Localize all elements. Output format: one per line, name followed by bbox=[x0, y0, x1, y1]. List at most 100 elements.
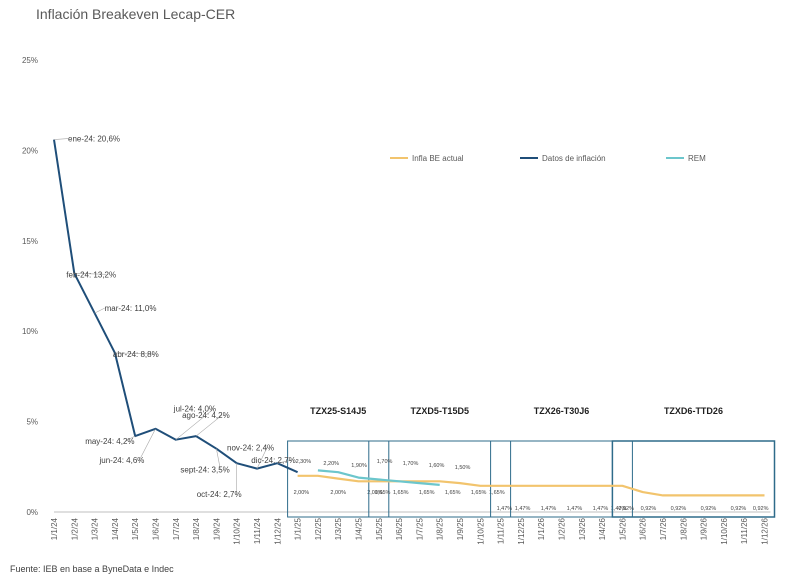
x-tick-label: 1/3/24 bbox=[91, 517, 100, 540]
x-tick-label: 1/5/26 bbox=[618, 517, 627, 540]
x-tick-label: 1/11/25 bbox=[497, 517, 506, 544]
rem-value-label: 1,70% bbox=[377, 459, 393, 465]
y-tick-label: 20% bbox=[22, 146, 38, 155]
x-tick-label: 1/1/24 bbox=[50, 517, 59, 540]
rem-value-label: 1,50% bbox=[455, 465, 471, 471]
x-tick-label: 1/12/26 bbox=[761, 517, 770, 544]
tenor-box-label: TZXD6-TTD26 bbox=[664, 406, 723, 416]
legend-label: Infla BE actual bbox=[412, 154, 464, 163]
annotation-label: oct-24: 2,7% bbox=[197, 490, 242, 499]
breakeven-value-label: 0,92% bbox=[701, 506, 717, 512]
tenor-box-label: TZXD5-T15D5 bbox=[410, 406, 469, 416]
x-tick-label: 1/8/26 bbox=[679, 517, 688, 540]
breakeven-value-label: 1,47% bbox=[567, 506, 583, 512]
annotation-label: ago-24: 4,2% bbox=[182, 411, 230, 420]
x-tick-label: 1/11/24 bbox=[253, 517, 262, 544]
x-tick-label: 1/2/25 bbox=[314, 517, 323, 540]
annotation-leader bbox=[74, 273, 107, 275]
x-tick-label: 1/12/24 bbox=[273, 517, 282, 544]
x-tick-label: 1/1/26 bbox=[537, 517, 546, 540]
y-tick-label: 0% bbox=[26, 508, 38, 517]
rem-value-label: 2,20% bbox=[323, 461, 339, 467]
y-tick-label: 25% bbox=[22, 56, 38, 65]
tenor-box-label: TZX25-S14J5 bbox=[310, 406, 366, 416]
tenor-box-label: TZX26-T30J6 bbox=[534, 406, 590, 416]
x-tick-label: 1/9/26 bbox=[700, 517, 709, 540]
x-tick-label: 1/11/26 bbox=[740, 517, 749, 544]
x-tick-label: 1/7/24 bbox=[172, 517, 181, 540]
x-tick-label: 1/7/25 bbox=[415, 517, 424, 540]
tenor-box bbox=[611, 440, 776, 518]
annotation-label: may-24: 4,2% bbox=[85, 437, 134, 446]
x-tick-label: 1/12/25 bbox=[517, 517, 526, 544]
chart-title: Inflación Breakeven Lecap-CER bbox=[36, 6, 236, 22]
breakeven-value-label: 2,00% bbox=[367, 490, 383, 496]
annotation-label: abr-24: 8,8% bbox=[113, 350, 159, 359]
x-tick-label: 1/5/25 bbox=[375, 517, 384, 540]
breakeven-value-label: 1,65% bbox=[419, 490, 435, 496]
series-line bbox=[53, 139, 299, 474]
x-tick-label: 1/8/25 bbox=[436, 517, 445, 540]
breakeven-value-label: 1,65% bbox=[471, 490, 487, 496]
tenor-box bbox=[368, 440, 512, 518]
breakeven-value-label: 2,00% bbox=[294, 490, 310, 496]
annotation-leader bbox=[175, 408, 214, 440]
x-tick-label: 1/9/25 bbox=[456, 517, 465, 540]
x-tick-label: 1/9/24 bbox=[212, 517, 221, 540]
x-tick-label: 1/6/25 bbox=[395, 517, 404, 540]
annotation-leader bbox=[139, 428, 156, 460]
series-line bbox=[297, 474, 765, 497]
annotation-label: jun-24: 4,6% bbox=[99, 456, 145, 465]
annotation-leader bbox=[114, 352, 153, 355]
x-tick-label: 1/6/26 bbox=[639, 517, 648, 540]
annotation-leader bbox=[94, 307, 105, 314]
breakeven-value-label: 0,92% bbox=[671, 506, 687, 512]
tenor-box bbox=[490, 440, 633, 518]
y-tick-label: 15% bbox=[22, 237, 38, 246]
annotation-leader bbox=[216, 448, 221, 470]
annotation-label: jul-24: 4,0% bbox=[173, 405, 216, 414]
breakeven-value-label: 1,47% bbox=[515, 506, 531, 512]
annotation-label: nov-24: 2,4% bbox=[227, 444, 274, 453]
x-tick-label: 1/2/26 bbox=[558, 517, 567, 540]
y-tick-label: 10% bbox=[22, 327, 38, 336]
breakeven-value-label: 1,65% bbox=[393, 490, 409, 496]
annotation-label: ene-24: 20,6% bbox=[68, 135, 120, 144]
source-note: Fuente: IEB en base a ByneData e Indec bbox=[10, 564, 174, 574]
y-tick-label: 5% bbox=[26, 418, 38, 427]
annotation-label: sept-24: 3,5% bbox=[180, 466, 229, 475]
annotation-leader bbox=[195, 414, 223, 437]
rem-value-label: 1,60% bbox=[429, 463, 445, 469]
breakeven-value-label: 1,47% bbox=[497, 506, 513, 512]
annotation-leader bbox=[277, 459, 292, 464]
x-tick-label: 1/10/26 bbox=[720, 517, 729, 544]
x-tick-label: 1/5/24 bbox=[131, 517, 140, 540]
x-tick-label: 1/1/25 bbox=[294, 517, 303, 540]
x-tick-label: 1/10/25 bbox=[476, 517, 485, 544]
breakeven-value-label: 1,65% bbox=[445, 490, 461, 496]
tenor-box bbox=[287, 440, 390, 518]
x-tick-label: 1/10/24 bbox=[233, 517, 242, 544]
legend-label: REM bbox=[688, 154, 706, 163]
breakeven-value-label: 0,92% bbox=[641, 506, 657, 512]
breakeven-value-label: 1,47% bbox=[593, 506, 609, 512]
x-tick-label: 1/7/26 bbox=[659, 517, 668, 540]
breakeven-value-label: 0,92% bbox=[618, 506, 634, 512]
breakeven-value-label: 1,47% bbox=[611, 506, 627, 512]
annotation-label: mar-24: 11,0% bbox=[105, 304, 157, 313]
x-tick-label: 1/4/24 bbox=[111, 517, 120, 540]
annotation-leader bbox=[53, 138, 69, 140]
rem-value-label: 1,70% bbox=[403, 461, 419, 467]
x-tick-label: 1/8/24 bbox=[192, 517, 201, 540]
x-tick-label: 1/2/24 bbox=[70, 517, 79, 540]
annotation-leader bbox=[125, 435, 136, 442]
x-tick-label: 1/3/25 bbox=[334, 517, 343, 540]
x-tick-label: 1/3/26 bbox=[578, 517, 587, 540]
breakeven-value-label: 1,47% bbox=[541, 506, 557, 512]
breakeven-value-label: 0,92% bbox=[753, 506, 769, 512]
rem-value-label: 1,90% bbox=[351, 463, 367, 469]
breakeven-value-label: 1,65% bbox=[375, 490, 391, 496]
legend-label: Datos de inflación bbox=[542, 154, 606, 163]
series-line bbox=[317, 469, 440, 486]
annotation-label: dic-24: 2,7% bbox=[251, 456, 295, 465]
